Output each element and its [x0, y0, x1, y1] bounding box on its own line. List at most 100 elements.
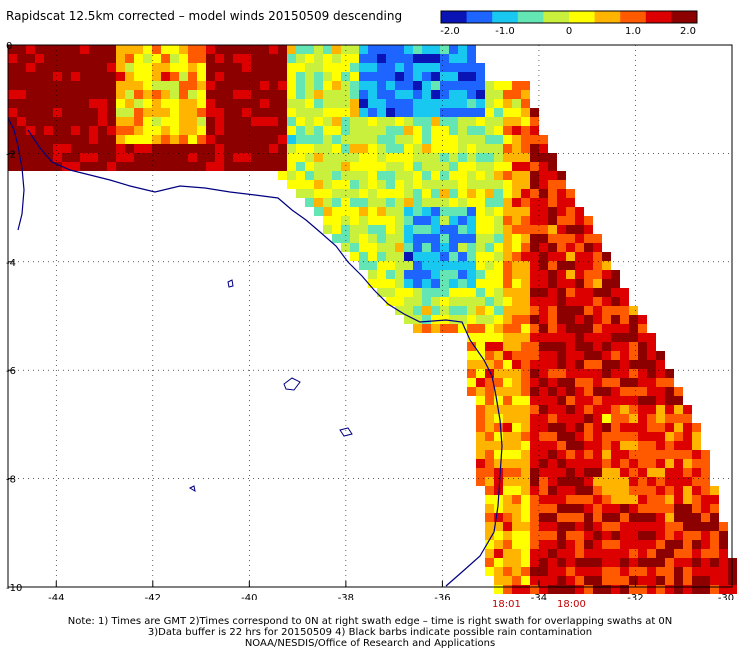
swath-cell	[440, 90, 449, 99]
swath-cell	[179, 162, 188, 171]
swath-cell	[314, 54, 323, 63]
swath-cell	[422, 54, 431, 63]
swath-cell	[215, 126, 224, 135]
swath-cell	[566, 297, 575, 306]
swath-cell	[125, 162, 134, 171]
swath-cell	[539, 513, 548, 522]
swath-cell	[26, 54, 35, 63]
swath-cell	[701, 540, 710, 549]
swath-cell	[269, 117, 278, 126]
swath-cell	[548, 333, 557, 342]
swath-cell	[395, 225, 404, 234]
swath-cell	[566, 423, 575, 432]
swath-cell	[368, 45, 377, 54]
swath-cell	[341, 243, 350, 252]
swath-cell	[485, 207, 494, 216]
swath-cell	[512, 180, 521, 189]
swath-cell	[413, 54, 422, 63]
swath-cell	[89, 144, 98, 153]
swath-cell	[566, 252, 575, 261]
swath-cell	[503, 117, 512, 126]
swath-cell	[521, 369, 530, 378]
swath-cell	[251, 126, 260, 135]
swath-cell	[503, 576, 512, 585]
swath-cell	[683, 531, 692, 540]
swath-cell	[305, 72, 314, 81]
swath-cell	[548, 351, 557, 360]
swath-cell	[503, 504, 512, 513]
swath-cell	[611, 468, 620, 477]
swath-cell	[530, 414, 539, 423]
swath-cell	[8, 126, 17, 135]
swath-cell	[512, 468, 521, 477]
swath-cell	[206, 45, 215, 54]
swath-cell	[539, 243, 548, 252]
swath-cell	[413, 216, 422, 225]
swath-cell	[476, 198, 485, 207]
swath-cell	[422, 288, 431, 297]
swath-cell	[476, 63, 485, 72]
swath-cell	[44, 144, 53, 153]
swath-cell	[467, 306, 476, 315]
swath-cell	[116, 144, 125, 153]
swath-cell	[485, 162, 494, 171]
swath-cell	[494, 342, 503, 351]
swath-cell	[449, 171, 458, 180]
swath-cell	[260, 108, 269, 117]
swath-cell	[683, 504, 692, 513]
swath-cell	[224, 117, 233, 126]
swath-cell	[179, 63, 188, 72]
swath-cell	[476, 261, 485, 270]
swath-cell	[530, 108, 539, 117]
swath-cell	[467, 225, 476, 234]
swath-cell	[503, 153, 512, 162]
swath-cell	[575, 468, 584, 477]
swath-cell	[683, 576, 692, 585]
swath-cell	[485, 144, 494, 153]
swath-cell	[485, 135, 494, 144]
swath-cell	[449, 279, 458, 288]
swath-cell	[647, 441, 656, 450]
swath-cell	[548, 396, 557, 405]
swath-cell	[539, 207, 548, 216]
swath-cell	[530, 360, 539, 369]
swath-cell	[485, 468, 494, 477]
swath-cell	[539, 279, 548, 288]
swath-cell	[413, 324, 422, 333]
swath-cell	[485, 306, 494, 315]
swath-cell	[521, 531, 530, 540]
swath-cell	[656, 567, 665, 576]
swath-cell	[161, 144, 170, 153]
swath-cell	[449, 288, 458, 297]
swath-cell	[215, 108, 224, 117]
swath-cell	[719, 549, 728, 558]
swath-cell	[539, 252, 548, 261]
swath-cell	[611, 513, 620, 522]
swath-cell	[611, 270, 620, 279]
swath-cell	[629, 432, 638, 441]
swath-cell	[629, 441, 638, 450]
swath-cell	[233, 144, 242, 153]
swath-cell	[305, 180, 314, 189]
swath-cell	[350, 54, 359, 63]
swath-cell	[494, 279, 503, 288]
swath-cell	[80, 99, 89, 108]
swath-cell	[305, 198, 314, 207]
swath-cell	[314, 72, 323, 81]
swath-cell	[476, 207, 485, 216]
swath-cell	[656, 405, 665, 414]
swath-cell	[467, 315, 476, 324]
swath-cell	[512, 162, 521, 171]
swath-cell	[584, 468, 593, 477]
swath-cell	[278, 144, 287, 153]
swath-cell	[701, 504, 710, 513]
swath-cell	[395, 297, 404, 306]
swath-cell	[296, 90, 305, 99]
swath-cell	[89, 153, 98, 162]
swath-cell	[575, 513, 584, 522]
swath-cell	[647, 369, 656, 378]
swath-cell	[548, 324, 557, 333]
swath-cell	[188, 81, 197, 90]
swath-cell	[224, 45, 233, 54]
swath-cell	[107, 108, 116, 117]
